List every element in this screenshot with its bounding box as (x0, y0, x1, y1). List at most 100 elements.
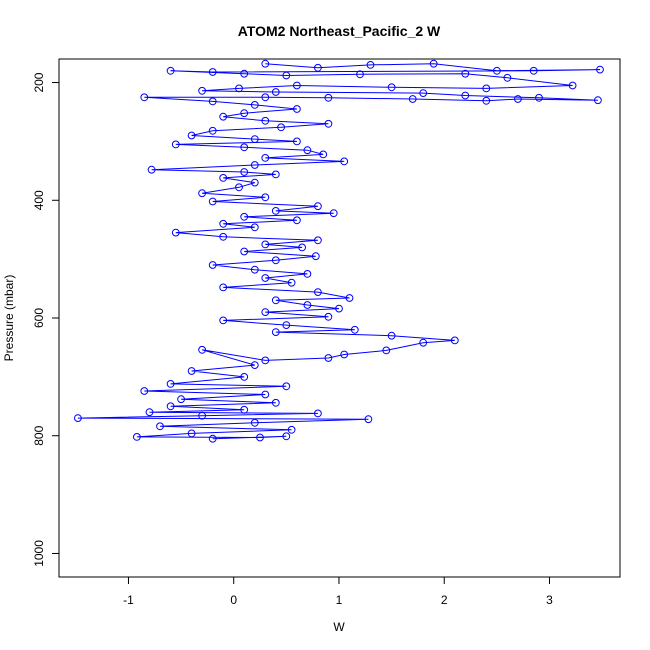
data-point (198, 189, 207, 198)
series-layer (74, 59, 604, 443)
y-tick-label: 800 (32, 425, 46, 445)
data-point (311, 252, 320, 261)
data-point (350, 325, 359, 334)
data-point (208, 68, 217, 76)
data-point (208, 197, 217, 206)
data-point (271, 256, 280, 265)
data-point (147, 165, 156, 174)
data-point (450, 336, 459, 345)
data-point (250, 101, 259, 109)
data-point (208, 434, 217, 443)
data-point (198, 345, 207, 354)
data-point (461, 69, 470, 78)
data-point (198, 411, 207, 420)
data-point (287, 425, 296, 434)
data-point (140, 387, 149, 395)
data-point (219, 316, 228, 325)
x-tick-label: 3 (546, 593, 553, 607)
data-point (145, 408, 154, 417)
data-point (271, 88, 280, 96)
data-point (324, 312, 333, 321)
data-point (324, 119, 333, 128)
data-point (177, 395, 186, 404)
data-point (345, 294, 354, 302)
data-point (261, 274, 270, 282)
data-point (240, 212, 249, 221)
data-point (408, 95, 417, 103)
data-point (293, 216, 301, 225)
data-point (208, 126, 217, 135)
data-point (166, 66, 175, 75)
data-point (271, 207, 280, 215)
x-tick-label: 2 (441, 593, 448, 607)
y-tick-label: 200 (32, 72, 46, 92)
x-tick-label: 1 (336, 593, 343, 607)
data-point (240, 168, 249, 176)
data-point (219, 112, 228, 121)
data-point (171, 228, 180, 237)
data-point (419, 338, 428, 347)
data-point (282, 71, 291, 80)
data-point (366, 61, 375, 69)
y-tick-label: 600 (32, 308, 46, 328)
data-point (596, 65, 604, 74)
data-point (171, 140, 180, 149)
data-point (277, 123, 286, 132)
data-point (240, 69, 249, 78)
data-point (156, 422, 164, 431)
data-point (303, 146, 312, 155)
data-point (282, 432, 291, 441)
data-point (314, 409, 322, 418)
data-point (271, 328, 280, 337)
data-point (240, 143, 249, 152)
data-point (293, 81, 301, 90)
data-point (250, 361, 259, 370)
data-point (514, 95, 522, 103)
data-point (271, 398, 280, 407)
data-point (282, 382, 291, 391)
data-point (287, 278, 296, 287)
data-point (340, 157, 349, 166)
chart-title: ATOM2 Northeast_Pacific_2 W (238, 23, 441, 39)
data-point (261, 154, 270, 162)
data-point (261, 116, 270, 125)
data-point (235, 84, 243, 93)
data-point (187, 429, 196, 438)
data-point (240, 405, 249, 414)
data-point (261, 240, 270, 249)
data-point (329, 209, 338, 218)
data-point (187, 367, 196, 375)
data-point (261, 193, 270, 202)
data-point (219, 219, 228, 228)
data-point (594, 96, 602, 105)
data-point (261, 308, 270, 317)
y-axis: 200 400 600 800 1000 (32, 72, 60, 567)
x-axis-label: W (333, 620, 345, 634)
data-point (198, 86, 207, 95)
data-point (568, 81, 577, 90)
x-axis: -1 0 1 2 3 (123, 576, 553, 607)
data-point (493, 66, 501, 75)
data-point (314, 288, 322, 297)
y-tick-label: 400 (32, 190, 46, 210)
data-point (419, 89, 428, 97)
data-point (208, 261, 217, 269)
data-point (140, 93, 149, 102)
data-point (314, 202, 322, 211)
data-point (293, 105, 301, 113)
data-point (364, 415, 373, 424)
plot-frame (58, 58, 621, 578)
data-point (429, 59, 438, 68)
data-point (208, 97, 217, 106)
data-point (250, 265, 259, 274)
data-point (261, 93, 270, 102)
data-point (240, 109, 249, 118)
data-point (461, 91, 470, 100)
data-point (219, 283, 228, 292)
data-point (303, 301, 312, 309)
y-tick-label: 1000 (32, 540, 46, 567)
data-point (271, 296, 280, 305)
data-point (261, 59, 270, 68)
data-point (240, 247, 249, 256)
data-point (235, 183, 243, 192)
